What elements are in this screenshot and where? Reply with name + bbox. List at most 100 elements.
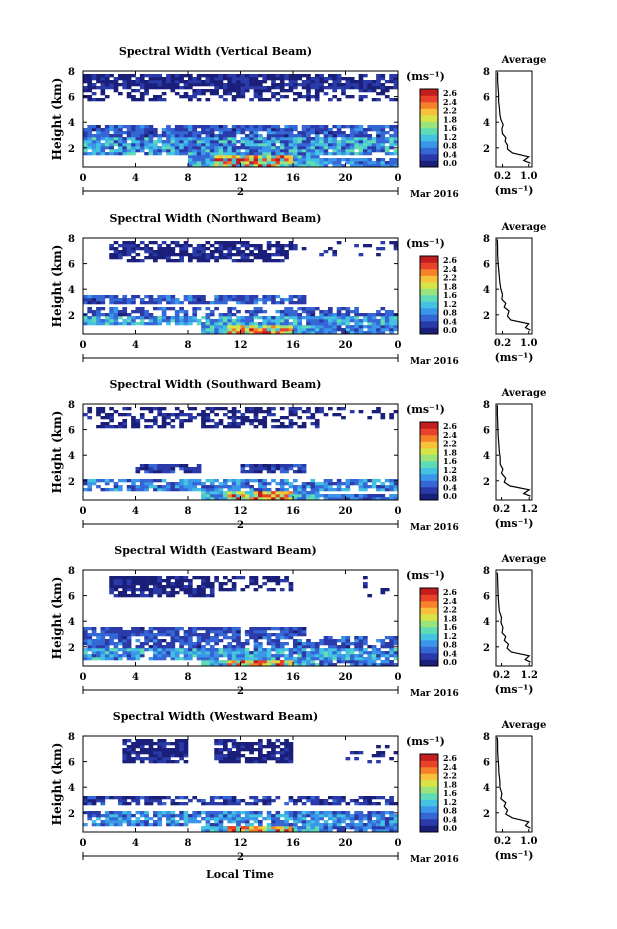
heatmap-cell bbox=[389, 826, 394, 830]
heatmap-cell bbox=[297, 74, 303, 78]
heatmap-cell bbox=[148, 751, 154, 755]
colorbar-swatch bbox=[420, 121, 438, 129]
x-tick-label: 8 bbox=[185, 838, 192, 849]
heatmap-cell bbox=[249, 802, 254, 806]
heatmap-cell bbox=[266, 244, 272, 248]
heatmap-cell bbox=[170, 74, 176, 78]
heatmap-cell bbox=[135, 754, 141, 758]
heatmap-cell bbox=[253, 77, 259, 81]
heatmap-cell bbox=[227, 748, 233, 752]
heatmap-cell bbox=[214, 651, 219, 655]
heatmap-cell bbox=[153, 799, 158, 803]
heatmap-cell bbox=[349, 319, 355, 323]
heatmap-cell bbox=[249, 814, 254, 818]
heatmap-cell bbox=[131, 627, 136, 631]
heatmap-cell bbox=[227, 494, 233, 498]
heatmap-cell bbox=[122, 817, 128, 821]
heatmap-cell bbox=[349, 86, 355, 90]
heatmap-cell bbox=[328, 77, 333, 81]
heatmap-cell bbox=[314, 419, 320, 423]
heatmap-cell bbox=[223, 648, 228, 652]
heatmap-cell bbox=[389, 77, 394, 81]
heatmap-cell bbox=[363, 152, 368, 156]
heatmap-cell bbox=[389, 651, 394, 655]
heatmap-cell bbox=[393, 161, 399, 165]
heatmap-cell bbox=[376, 143, 381, 147]
heatmap-cell bbox=[109, 636, 114, 640]
heatmap-cell bbox=[205, 820, 211, 824]
heatmap-cell bbox=[301, 820, 307, 824]
heatmap-cell bbox=[271, 77, 276, 81]
colorbar-swatch bbox=[420, 441, 438, 449]
heatmap-cell bbox=[148, 125, 154, 129]
heatmap-cell bbox=[109, 316, 114, 320]
heatmap-cell bbox=[209, 313, 215, 317]
heatmap-cell bbox=[288, 137, 294, 141]
heatmap-cell bbox=[336, 125, 342, 129]
heatmap-cell bbox=[113, 140, 119, 144]
heatmap-cell bbox=[341, 654, 346, 658]
heatmap-cell bbox=[157, 137, 163, 141]
heatmap-cell bbox=[284, 742, 289, 746]
heatmap-cell bbox=[223, 413, 228, 417]
heatmap-cell bbox=[104, 319, 110, 323]
heatmap-cell bbox=[126, 259, 132, 263]
heatmap-cell bbox=[83, 131, 88, 135]
heatmap-cell bbox=[188, 416, 193, 420]
heatmap-cell bbox=[367, 663, 373, 667]
heatmap-cell bbox=[271, 491, 276, 495]
heatmap-cell bbox=[266, 253, 272, 257]
heatmap-cell bbox=[354, 319, 359, 323]
heatmap-cell bbox=[166, 152, 171, 156]
heatmap-cell bbox=[367, 826, 373, 830]
heatmap-cell bbox=[376, 814, 381, 818]
heatmap-cell bbox=[253, 244, 259, 248]
heatmap-cell bbox=[214, 407, 219, 411]
heatmap-cell bbox=[196, 295, 202, 299]
heatmap-cell bbox=[131, 745, 136, 749]
heatmap-cell bbox=[201, 250, 206, 254]
heatmap-cell bbox=[218, 823, 224, 827]
heatmap-cell bbox=[240, 494, 246, 498]
heatmap-cell bbox=[166, 146, 171, 150]
heatmap-cell bbox=[218, 796, 224, 800]
heatmap-cell bbox=[209, 143, 215, 147]
heatmap-cell bbox=[104, 416, 110, 420]
heatmap-cell bbox=[205, 663, 211, 667]
heatmap-cell bbox=[166, 757, 171, 761]
heatmap-cell bbox=[354, 83, 359, 87]
heatmap-cell bbox=[109, 244, 114, 248]
heatmap-cell bbox=[249, 86, 254, 90]
heatmap-cell bbox=[166, 760, 171, 764]
heatmap-cell bbox=[240, 588, 246, 592]
heatmap-cell bbox=[135, 802, 141, 806]
heatmap-cell bbox=[271, 331, 276, 335]
heatmap-cell bbox=[332, 651, 338, 655]
colorbar-tick-label: 2.6 bbox=[443, 421, 457, 431]
heatmap-cell bbox=[319, 322, 324, 326]
heatmap-cell bbox=[201, 419, 206, 423]
heatmap-cell bbox=[279, 247, 285, 251]
heatmap-cell bbox=[275, 319, 281, 323]
x-tick-label: 0 bbox=[395, 672, 402, 683]
heatmap-cell bbox=[231, 760, 237, 764]
heatmap-cell bbox=[100, 80, 106, 84]
heatmap-cell bbox=[174, 313, 180, 317]
heatmap-cell bbox=[301, 467, 307, 471]
heatmap-cell bbox=[223, 576, 228, 580]
heatmap-cell bbox=[336, 143, 342, 147]
heatmap-cell bbox=[161, 739, 167, 743]
colorbar-tick-label: 1.8 bbox=[443, 447, 457, 457]
heatmap-cell bbox=[144, 576, 149, 580]
heatmap-cell bbox=[144, 143, 149, 147]
heatmap-cell bbox=[196, 74, 202, 78]
heatmap-cell bbox=[249, 77, 254, 81]
heatmap-cell bbox=[319, 313, 324, 317]
heatmap-cell bbox=[109, 247, 114, 251]
heatmap-cell bbox=[183, 636, 189, 640]
heatmap-cell bbox=[345, 642, 351, 646]
heatmap-cell bbox=[363, 642, 368, 646]
colorbar-swatch bbox=[420, 422, 438, 429]
heatmap-cell bbox=[301, 80, 307, 84]
heatmap-cell bbox=[279, 627, 285, 631]
